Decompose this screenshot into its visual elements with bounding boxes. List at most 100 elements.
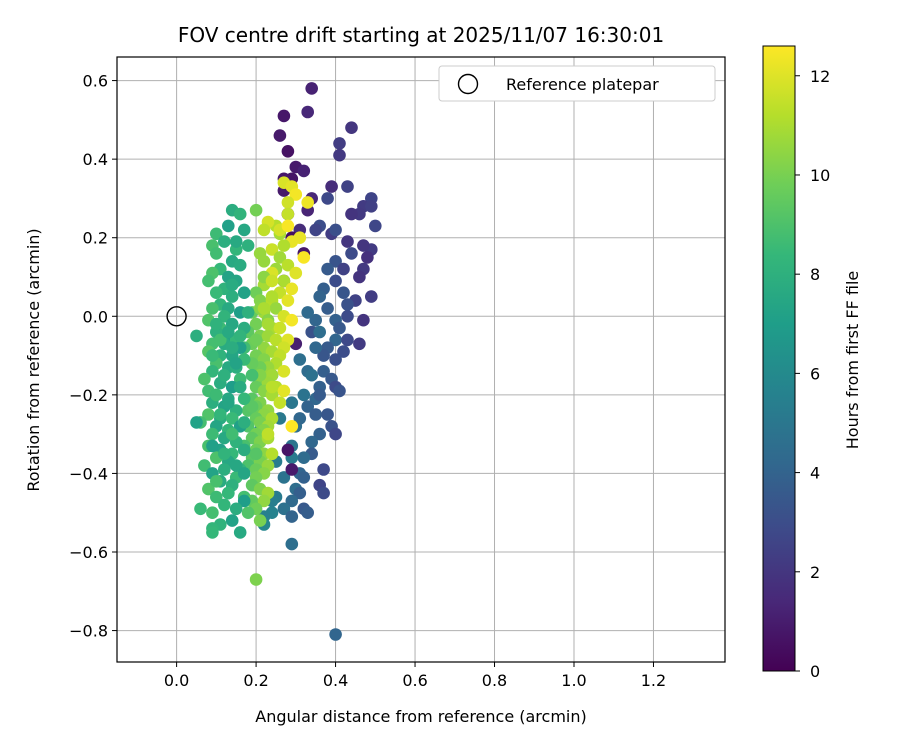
- colorbar-tick-label: 8: [810, 265, 820, 284]
- data-point: [249, 333, 263, 347]
- data-point: [321, 408, 334, 421]
- data-point: [237, 443, 251, 457]
- data-point: [321, 192, 334, 205]
- data-point: [353, 337, 366, 351]
- data-point: [277, 109, 291, 123]
- data-point: [249, 447, 263, 461]
- data-point: [285, 463, 299, 476]
- data-point: [194, 502, 207, 516]
- data-point: [225, 341, 239, 355]
- y-axis-ticks: 0.6 0.4 0.2 0.0 −0.2 −0.4 −0.6 −0.8: [69, 72, 117, 641]
- data-point: [277, 239, 291, 252]
- colorbar-gradient: [762, 45, 796, 672]
- data-point: [198, 459, 211, 472]
- data-point: [345, 121, 358, 134]
- data-point: [273, 129, 287, 142]
- data-point: [249, 317, 263, 331]
- data-point: [317, 463, 330, 476]
- data-point: [214, 333, 227, 347]
- data-point: [269, 333, 283, 347]
- data-point: [297, 164, 311, 178]
- colorbar-tick-label: 0: [810, 662, 820, 681]
- data-point: [265, 447, 279, 461]
- data-point: [297, 471, 311, 484]
- data-point: [237, 392, 251, 406]
- data-point: [257, 254, 271, 268]
- data-point: [293, 231, 307, 244]
- data-point: [293, 486, 307, 500]
- data-point: [269, 302, 283, 315]
- y-tick-label: −0.6: [69, 543, 108, 562]
- x-axis-label: Angular distance from reference (arcmin): [255, 707, 586, 726]
- x-axis-ticks: 0.0 0.2 0.4 0.6 0.8 1.0 1.2: [164, 662, 666, 690]
- data-point: [210, 388, 223, 402]
- data-point: [218, 235, 231, 248]
- data-point: [281, 196, 295, 209]
- reference-marker: [166, 306, 187, 327]
- data-point: [237, 223, 251, 237]
- y-tick-label: 0.0: [83, 307, 108, 326]
- data-point: [329, 427, 342, 441]
- data-point: [289, 266, 303, 280]
- data-point: [289, 188, 303, 201]
- data-point: [281, 294, 295, 307]
- data-point: [309, 313, 323, 327]
- data-point: [241, 306, 255, 319]
- data-point: [206, 365, 219, 378]
- data-point: [333, 148, 346, 162]
- data-point: [301, 306, 315, 319]
- data-point: [277, 365, 291, 378]
- colorbar: 0 2 4 6 8 10 12 Hours from first FF file: [762, 45, 862, 681]
- legend: Reference platepar: [438, 65, 716, 102]
- data-point: [222, 486, 235, 500]
- data-point: [229, 357, 243, 370]
- y-tick-label: 0.4: [83, 150, 108, 169]
- data-point: [218, 463, 231, 476]
- data-point: [285, 282, 299, 296]
- data-point: [301, 506, 315, 519]
- legend-marker-icon: [457, 73, 479, 95]
- data-point: [202, 482, 215, 496]
- data-point: [237, 467, 251, 480]
- data-point: [329, 274, 342, 288]
- colorbar-tick-label: 6: [810, 364, 820, 383]
- data-point: [261, 317, 275, 331]
- data-point: [285, 494, 299, 508]
- data-point: [229, 459, 243, 472]
- data-point: [285, 510, 299, 523]
- data-point: [325, 180, 338, 193]
- x-tick-label: 0.0: [164, 671, 189, 690]
- points: [190, 82, 382, 641]
- data-point: [333, 321, 346, 335]
- colorbar-tick-label: 2: [810, 563, 820, 582]
- data-point: [225, 427, 239, 441]
- legend-entry-reference: Reference platepar: [506, 75, 659, 94]
- data-point: [225, 290, 239, 303]
- x-tick-label: 1.0: [561, 671, 586, 690]
- data-point: [265, 243, 279, 256]
- data-point: [265, 380, 279, 394]
- data-point: [309, 408, 323, 421]
- data-point: [206, 439, 219, 453]
- data-point: [337, 286, 350, 300]
- data-point: [281, 258, 295, 272]
- x-tick-label: 0.6: [402, 671, 427, 690]
- data-point: [305, 82, 319, 95]
- data-point: [313, 290, 327, 303]
- data-point: [341, 235, 354, 248]
- x-tick-label: 0.8: [482, 671, 507, 690]
- data-point: [309, 223, 323, 237]
- x-tick-label: 0.2: [243, 671, 268, 690]
- data-point: [321, 302, 334, 315]
- plot-frame: [116, 56, 726, 663]
- data-point: [249, 573, 263, 586]
- y-tick-label: 0.2: [83, 229, 108, 248]
- data-point: [237, 416, 251, 429]
- data-point: [222, 325, 235, 339]
- data-point: [341, 180, 354, 193]
- data-point: [341, 310, 354, 323]
- data-point: [249, 203, 263, 217]
- data-point: [229, 235, 243, 248]
- data-point: [341, 298, 354, 311]
- data-point: [210, 227, 223, 241]
